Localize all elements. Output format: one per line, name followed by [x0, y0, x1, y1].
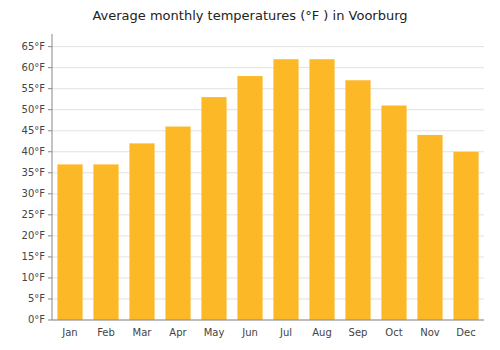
bar	[93, 164, 118, 320]
x-tick-label: Apr	[169, 327, 187, 338]
x-tick-label: Oct	[385, 327, 402, 338]
y-tick-label: 25°F	[22, 209, 46, 220]
y-tick-label: 10°F	[22, 272, 46, 283]
grid-line	[52, 320, 484, 321]
x-tick-label: Nov	[420, 327, 440, 338]
bar	[309, 59, 334, 320]
x-axis-line	[52, 320, 484, 321]
y-tick-label: 35°F	[22, 167, 46, 178]
x-tick-label: Mar	[133, 327, 153, 338]
y-tick	[48, 256, 52, 257]
y-tick-label: 20°F	[22, 230, 46, 241]
bar	[345, 80, 370, 320]
y-tick-label: 5°F	[28, 293, 45, 304]
y-tick-label: 0°F	[28, 314, 45, 325]
y-tick	[48, 67, 52, 68]
bar	[381, 106, 406, 321]
y-tick	[48, 277, 52, 278]
y-tick-label: 30°F	[22, 188, 46, 199]
x-tick-label: Sep	[349, 327, 368, 338]
x-tick-label: Jan	[61, 327, 77, 338]
y-tick	[48, 320, 52, 321]
bar	[453, 152, 478, 320]
y-tick	[48, 235, 52, 236]
y-tick	[48, 214, 52, 215]
x-tick-label: Feb	[97, 327, 115, 338]
x-tick-label: Aug	[312, 327, 332, 338]
bar	[201, 97, 226, 320]
y-tick-label: 60°F	[22, 62, 46, 73]
bar	[165, 127, 190, 320]
y-tick-label: 55°F	[22, 83, 46, 94]
y-tick	[48, 46, 52, 47]
y-axis-line	[52, 34, 53, 320]
y-tick	[48, 298, 52, 299]
chart: 0°F 5°F 10°F 15°F 20°F 25°F 30°F 35°F 40°F 45°F 50…	[0, 0, 500, 350]
grid-line	[52, 67, 484, 68]
x-axis: Jan Feb Mar Apr May Jun Jul Aug Sep Oct Nov Dec	[52, 320, 484, 338]
y-tick-label: 45°F	[22, 125, 46, 136]
x-tick-label: Jun	[241, 327, 258, 338]
grid	[52, 47, 484, 320]
bar	[273, 59, 298, 320]
title: Average monthly temperatures (°F ) in Vo…	[92, 8, 407, 23]
x-tick-label: Jul	[279, 327, 292, 338]
bar	[417, 135, 442, 320]
x-tick-label: May	[204, 327, 225, 338]
y-tick	[48, 193, 52, 194]
y-tick	[48, 88, 52, 89]
y-tick-label: 40°F	[22, 146, 46, 157]
y-tick	[48, 130, 52, 131]
grid-line	[52, 88, 484, 89]
bar	[129, 143, 154, 320]
y-axis: 0°F 5°F 10°F 15°F 20°F 25°F 30°F 35°F 40°F 45°F 50…	[22, 34, 52, 325]
y-tick-label: 15°F	[22, 251, 46, 262]
y-tick	[48, 172, 52, 173]
y-tick	[48, 151, 52, 152]
bar	[237, 76, 262, 320]
bar	[57, 164, 82, 320]
bars	[57, 59, 478, 320]
grid-line	[52, 109, 484, 110]
y-tick-label: 65°F	[22, 41, 46, 52]
y-tick	[48, 109, 52, 110]
grid-line	[52, 46, 484, 47]
grid-line	[52, 130, 484, 131]
page: {"chart_data": {"type": "bar", "title": …	[0, 0, 500, 350]
x-tick-label: Dec	[456, 327, 475, 338]
y-tick-label: 50°F	[22, 104, 46, 115]
